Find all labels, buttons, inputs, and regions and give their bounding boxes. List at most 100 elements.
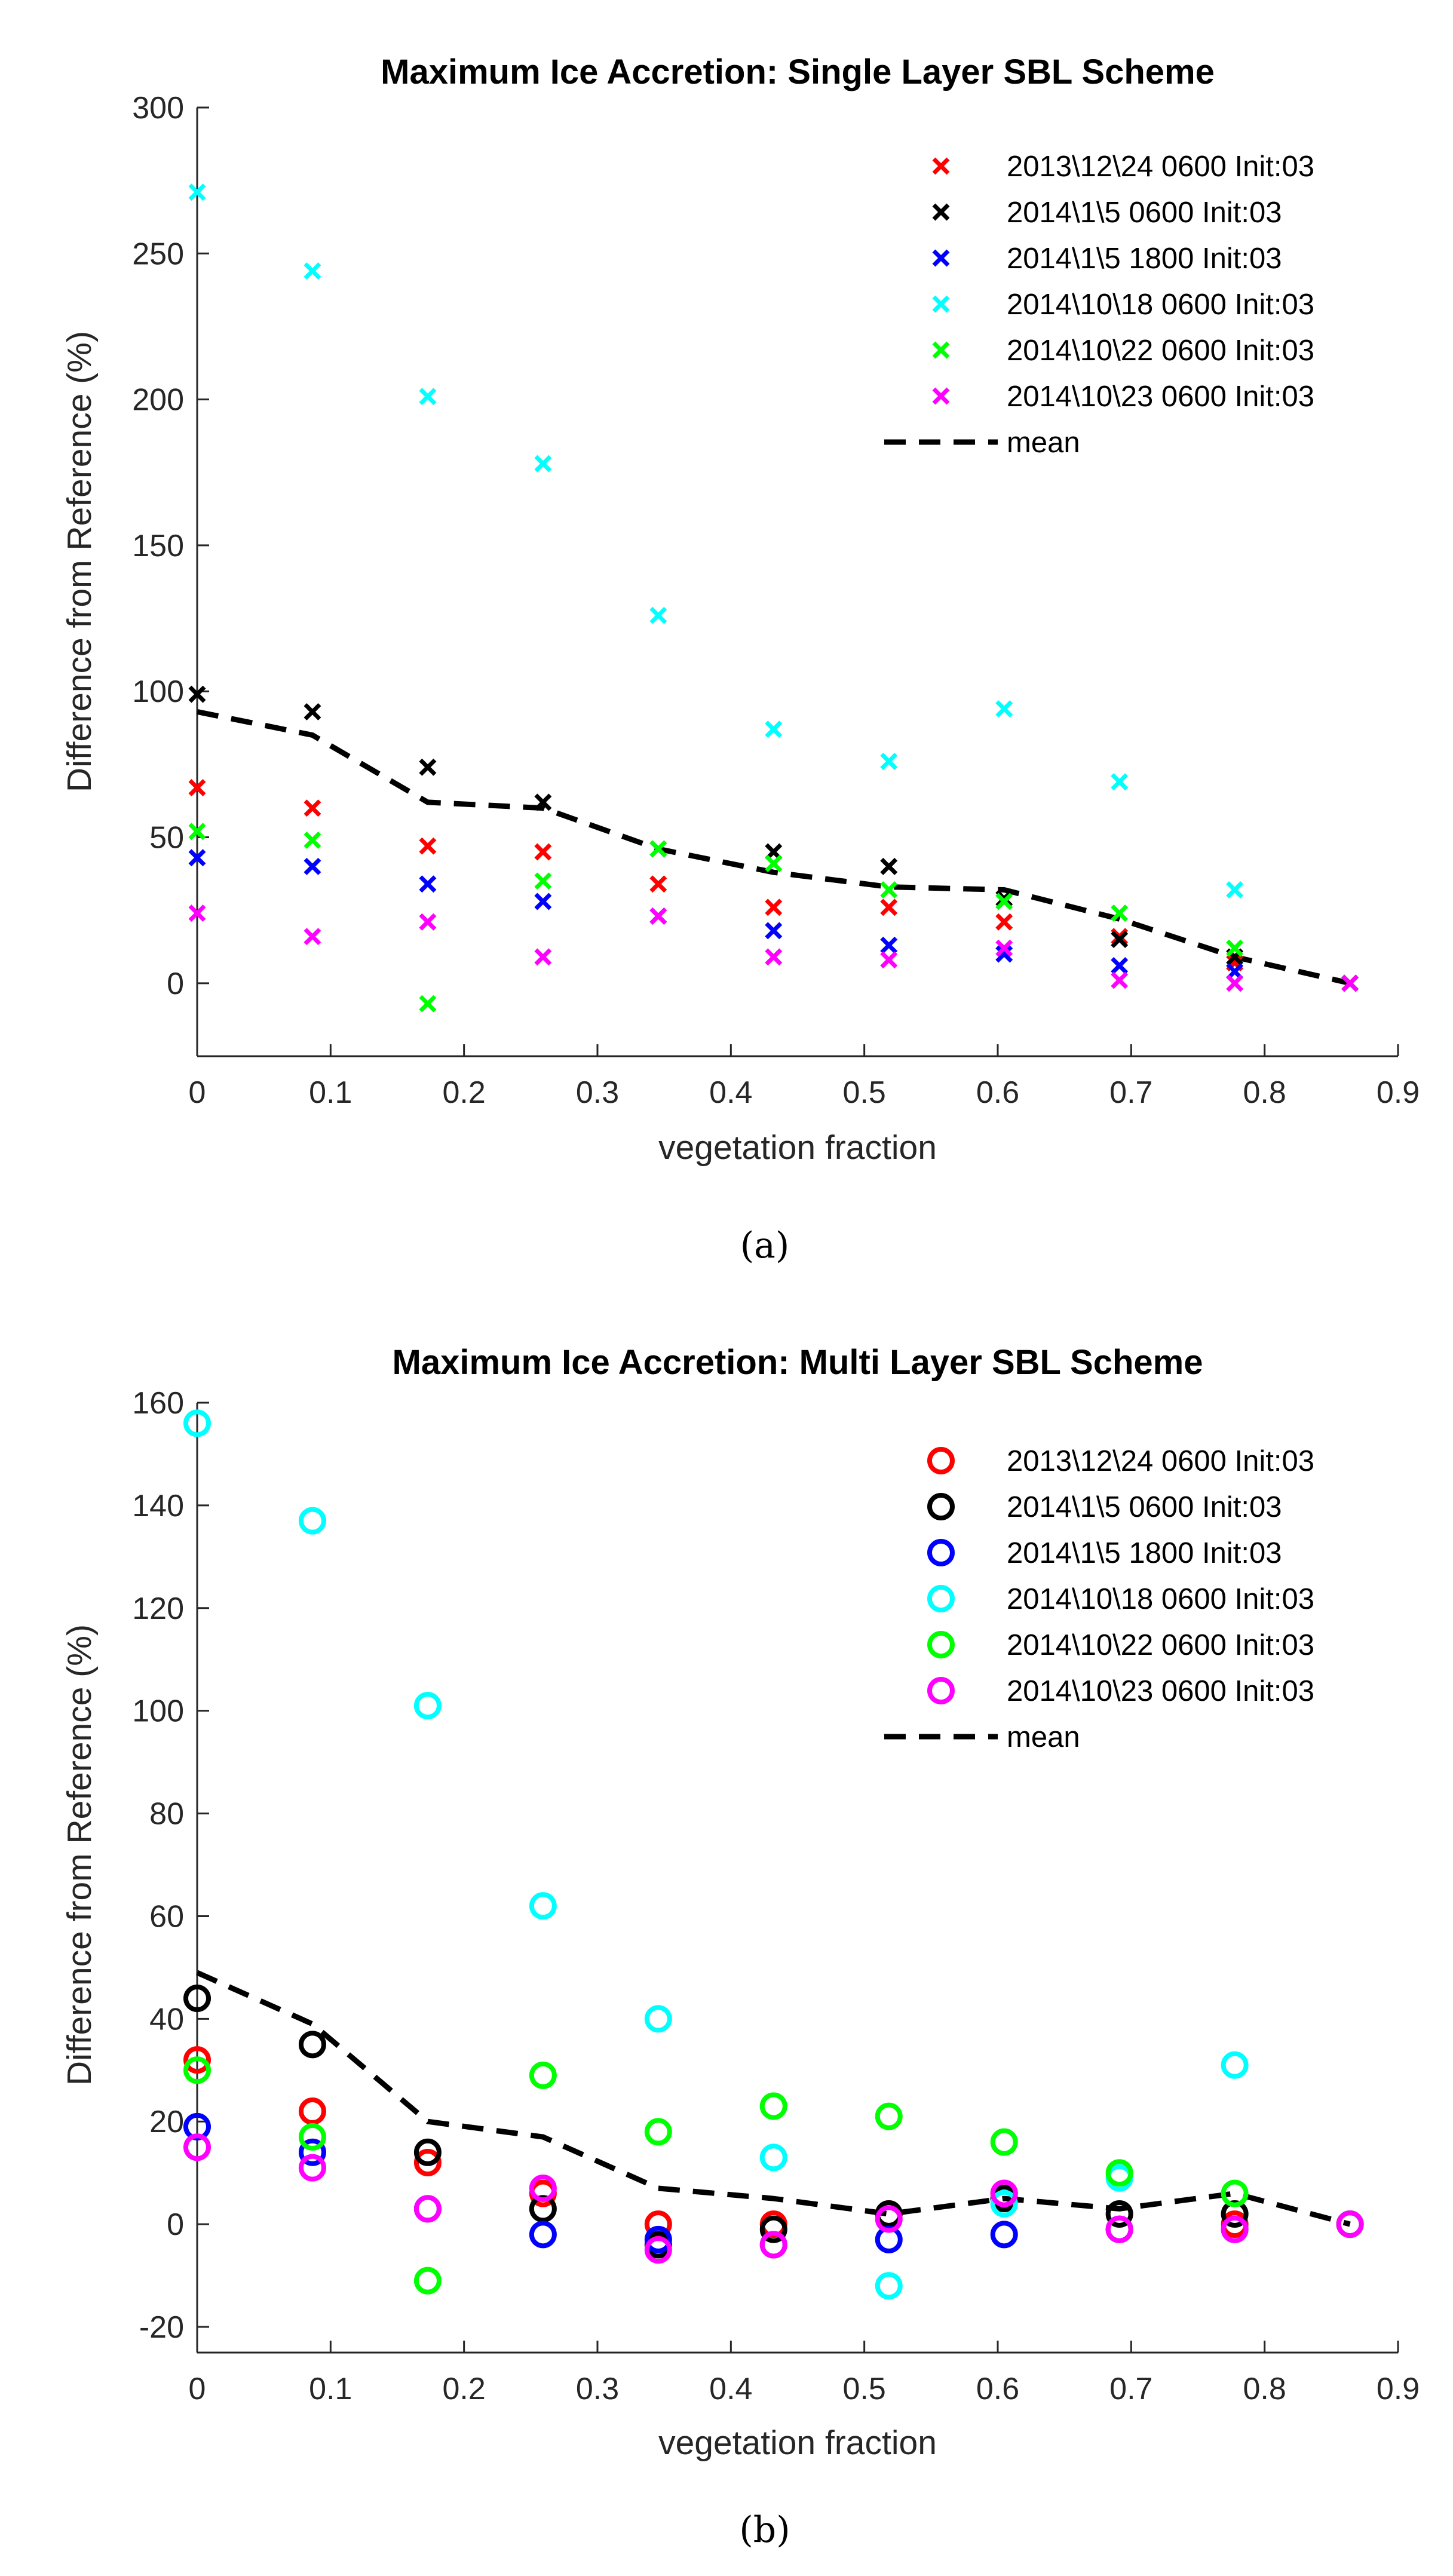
- x-tick-label: 0.2: [443, 2372, 486, 2406]
- data-point: [534, 948, 552, 966]
- data-point: [188, 183, 206, 201]
- data-point: [1226, 939, 1244, 957]
- data-point: [649, 907, 667, 925]
- data-point-stroke: [995, 893, 1013, 910]
- data-point: [298, 2154, 326, 2182]
- x-tick-label: 0.3: [576, 2372, 619, 2406]
- data-point: [304, 831, 321, 849]
- y-tick-label: -20: [139, 2310, 184, 2345]
- data-point: [419, 875, 437, 893]
- data-point: [298, 2138, 326, 2166]
- data-point: [534, 872, 552, 890]
- y-tick-label: 160: [132, 1386, 184, 1421]
- data-point: [765, 898, 783, 916]
- data-point-stroke: [534, 793, 552, 811]
- x-axis-label: vegetation fraction: [658, 2424, 937, 2462]
- data-point-stroke: [765, 898, 783, 916]
- data-point: [529, 2061, 557, 2089]
- y-tick-label: 0: [167, 967, 184, 1001]
- legend-label: 2013\12\24 0600 Init:03: [1007, 151, 1314, 183]
- data-point-stroke: [534, 872, 552, 890]
- data-point: [529, 1892, 557, 1920]
- data-point: [1111, 904, 1129, 922]
- data-point-stroke: [419, 388, 437, 406]
- data-point: [183, 2133, 211, 2161]
- data-point-stroke: [649, 606, 667, 624]
- data-point: [1105, 2215, 1133, 2243]
- legend-marker: [927, 1539, 955, 1566]
- y-tick-label: 100: [132, 1694, 184, 1729]
- data-point: [183, 1409, 211, 1437]
- data-point: [298, 2031, 326, 2059]
- data-point: [183, 2046, 211, 2074]
- legend-marker: [932, 387, 950, 405]
- data-point-stroke: [534, 948, 552, 966]
- data-point: [1111, 971, 1129, 989]
- x-tick-label: 0.4: [709, 2372, 752, 2406]
- data-point: [875, 2102, 903, 2130]
- legend-marker: [927, 1585, 955, 1612]
- data-point: [419, 388, 437, 406]
- data-point-stroke: [649, 907, 667, 925]
- legend-marker: [927, 1447, 955, 1474]
- legend-marker-stroke: [932, 249, 950, 267]
- data-point-stroke: [534, 893, 552, 910]
- legend-marker: [932, 295, 950, 313]
- data-point-stroke: [304, 928, 321, 946]
- legend-marker-stroke: [932, 203, 950, 221]
- data-point: [649, 606, 667, 624]
- y-axis-label: Difference from Reference (%): [60, 331, 99, 792]
- data-point: [1221, 2051, 1249, 2079]
- legend-label: 2014\1\5 1800 Init:03: [1007, 243, 1282, 275]
- y-tick-label: 300: [132, 91, 184, 125]
- legend-label: 2014\1\5 0600 Init:03: [1007, 1491, 1282, 1523]
- data-point: [644, 2005, 672, 2033]
- x-tick-label: 0: [189, 2372, 206, 2406]
- data-point: [413, 1692, 442, 1720]
- data-point-stroke: [995, 700, 1013, 718]
- data-point: [529, 2221, 557, 2249]
- data-point: [875, 2205, 903, 2233]
- x-tick-label: 0.9: [1377, 2372, 1420, 2406]
- x-axis-label: vegetation fraction: [658, 1128, 937, 1167]
- data-point-stroke: [1226, 939, 1244, 957]
- x-tick-label: 0.6: [976, 2372, 1019, 2406]
- legend-marker: [927, 1631, 955, 1658]
- data-point: [759, 2143, 787, 2172]
- data-point-stroke: [419, 875, 437, 893]
- data-point: [880, 898, 898, 916]
- data-point: [419, 913, 437, 931]
- data-point: [880, 753, 898, 770]
- data-point: [649, 875, 667, 893]
- data-point: [1105, 2200, 1133, 2228]
- legend-marker: [932, 249, 950, 267]
- x-tick-label: 0.7: [1109, 1075, 1152, 1110]
- data-point: [419, 837, 437, 855]
- data-point: [304, 928, 321, 946]
- data-point: [188, 904, 206, 922]
- y-tick-label: 60: [149, 1899, 184, 1934]
- x-tick-label: 0: [189, 1075, 206, 1110]
- y-tick-label: 20: [149, 2105, 184, 2139]
- data-point: [183, 2056, 211, 2084]
- data-point: [990, 2221, 1018, 2249]
- data-point-stroke: [765, 720, 783, 738]
- legend-label: 2014\10\22 0600 Init:03: [1007, 335, 1314, 367]
- chart-title: Maximum Ice Accretion: Single Layer SBL …: [381, 53, 1215, 91]
- data-point: [765, 720, 783, 738]
- data-point: [880, 857, 898, 875]
- data-point-stroke: [304, 831, 321, 849]
- data-point: [1105, 2159, 1133, 2187]
- y-tick-label: 0: [167, 2207, 184, 2242]
- data-point-stroke: [765, 948, 783, 966]
- data-point: [1336, 2210, 1364, 2238]
- data-point-stroke: [995, 945, 1013, 963]
- chart-single-layer: Maximum Ice Accretion: Single Layer SBL …: [60, 53, 1420, 1266]
- legend-marker-stroke: [932, 387, 950, 405]
- data-point: [759, 2231, 787, 2259]
- data-point: [188, 778, 206, 796]
- data-point: [298, 2097, 326, 2126]
- data-point-stroke: [1341, 974, 1359, 992]
- data-point-stroke: [1111, 971, 1129, 989]
